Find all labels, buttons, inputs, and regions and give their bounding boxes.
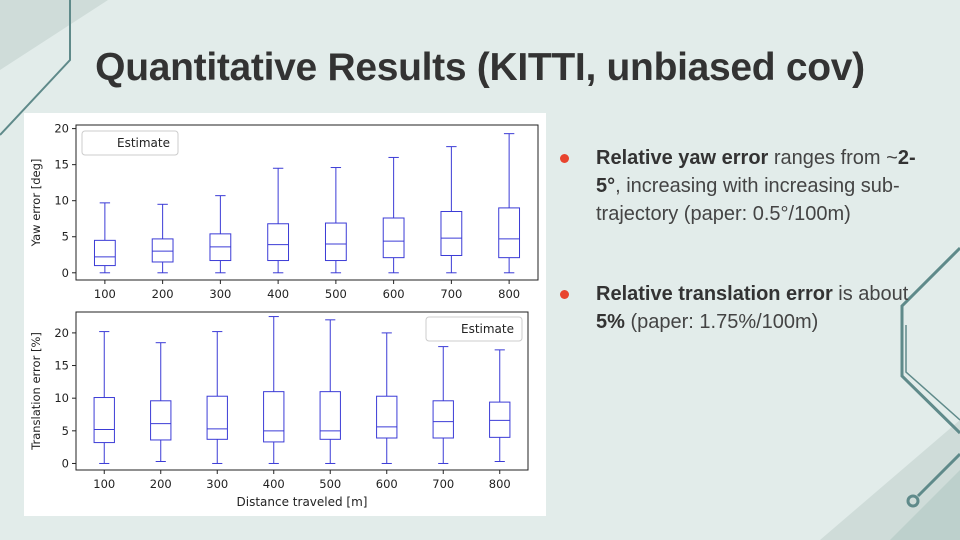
bullet-translation-text-2: (paper: 1.75%/100m) <box>624 311 819 333</box>
box-iqr <box>324 222 347 262</box>
translation-xtick-label: 300 <box>206 477 228 491</box>
yaw-ylabel: Yaw error [deg] <box>29 159 43 248</box>
translation-xtick-label: 100 <box>93 477 115 491</box>
bullet-dot-icon <box>560 154 569 163</box>
yaw-box-600 <box>382 156 405 274</box>
bullet-translation-bold: Relative translation error <box>596 283 833 305</box>
yaw-box-700 <box>440 146 463 274</box>
translation-box-800 <box>489 349 511 463</box>
box-iqr <box>498 207 521 259</box>
yaw-box-100 <box>93 202 116 274</box>
bullet-yaw: Relative yaw error ranges from ~2-5°, in… <box>558 144 938 228</box>
box-iqr <box>382 217 405 259</box>
bullet-translation-text: is about <box>832 283 909 305</box>
translation-xtick-label: 700 <box>432 477 454 491</box>
translation-box-200 <box>150 342 172 463</box>
bullet-yaw-range: 2-5° <box>596 147 916 197</box>
box-iqr <box>489 401 511 438</box>
yaw-box-500 <box>324 167 347 274</box>
translation-legend: Estimate <box>425 316 523 342</box>
yaw-chart: 0 5 10 15 20 100 200 300 400 500 600 700 800 Estimate… <box>29 122 539 301</box>
box-iqr <box>93 239 116 267</box>
legend-frame <box>81 130 179 156</box>
circuit-line-top-left <box>0 0 71 136</box>
translation-xtick-label: 200 <box>150 477 172 491</box>
translation-ytick-label: 0 <box>62 456 69 470</box>
translation-ylabel: Translation error [%] <box>29 332 43 451</box>
translation-ytick-label: 10 <box>54 391 69 405</box>
translation-xtick-label: 500 <box>319 477 341 491</box>
yaw-box-300 <box>209 195 232 274</box>
box-iqr <box>263 391 285 443</box>
circuit-node-icon <box>906 494 920 508</box>
yaw-xtick-label: 300 <box>209 287 231 301</box>
box-iqr <box>150 400 172 441</box>
yaw-box-400 <box>267 167 290 274</box>
bullet-translation-value: 5% <box>596 311 625 333</box>
legend-frame <box>425 316 523 342</box>
yaw-box-800 <box>498 133 521 274</box>
translation-box-300 <box>206 331 228 464</box>
yaw-legend: Estimate <box>81 130 179 156</box>
translation-box-100 <box>93 331 115 464</box>
box-iqr <box>93 397 115 444</box>
translation-box-600 <box>376 332 398 464</box>
yaw-ytick-label: 15 <box>54 158 69 172</box>
corner-shape-top-left <box>0 0 108 70</box>
chart-panel: 0 5 10 15 20 100 200 300 400 500 600 700 800 Estimate… <box>24 113 546 516</box>
yaw-ytick-label: 10 <box>54 194 69 208</box>
yaw-box-200 <box>151 203 174 274</box>
bullet-translation: Relative translation error is about 5% (… <box>558 280 938 336</box>
translation-box-400 <box>263 316 285 464</box>
yaw-xtick-label: 800 <box>498 287 520 301</box>
box-iqr <box>151 238 174 263</box>
bullet-dot-icon <box>560 290 569 299</box>
yaw-xtick-label: 100 <box>94 287 116 301</box>
yaw-xtick-label: 400 <box>267 287 289 301</box>
yaw-xtick-label: 200 <box>152 287 174 301</box>
circuit-line-right-2 <box>905 325 960 421</box>
legend-label: Estimate <box>461 322 514 336</box>
box-iqr <box>267 223 290 262</box>
circuit-line-right-3 <box>916 452 960 498</box>
translation-ytick-label: 5 <box>62 424 69 438</box>
translation-ytick-label: 15 <box>54 359 69 373</box>
box-iqr <box>440 211 463 256</box>
corner-shape-bottom-right-inner <box>890 470 960 540</box>
translation-xtick-label: 800 <box>489 477 511 491</box>
box-iqr <box>319 391 341 440</box>
translation-chart: 0 5 10 15 20 100 200 300 400 500 600 700 800 Estimate… <box>29 311 529 509</box>
translation-ytick-label: 20 <box>54 326 69 340</box>
yaw-xtick-label: 500 <box>325 287 347 301</box>
box-iqr <box>432 400 454 439</box>
translation-xtick-label: 600 <box>376 477 398 491</box>
box-iqr <box>376 395 398 439</box>
bullet-yaw-bold: Relative yaw error <box>596 147 769 169</box>
box-iqr <box>206 395 228 440</box>
yaw-ytick-label: 20 <box>54 122 69 136</box>
translation-xlabel: Distance traveled [m] <box>237 495 368 509</box>
translation-box-700 <box>432 346 454 464</box>
bullet-list: Relative yaw error ranges from ~2-5°, in… <box>558 144 938 336</box>
bullet-yaw-text: ranges from ~ <box>768 147 898 169</box>
slide-title: Quantitative Results (KITTI, unbiased co… <box>95 46 865 89</box>
legend-label: Estimate <box>117 136 170 150</box>
yaw-ytick-label: 5 <box>62 230 69 244</box>
yaw-xtick-label: 700 <box>440 287 462 301</box>
translation-xtick-label: 400 <box>263 477 285 491</box>
yaw-xtick-label: 600 <box>383 287 405 301</box>
translation-box-500 <box>319 319 341 464</box>
yaw-ytick-label: 0 <box>62 266 69 280</box>
bullet-yaw-text-2: , increasing with increasing sub-traject… <box>596 175 900 225</box>
circuit-line-right-1 <box>900 246 960 435</box>
